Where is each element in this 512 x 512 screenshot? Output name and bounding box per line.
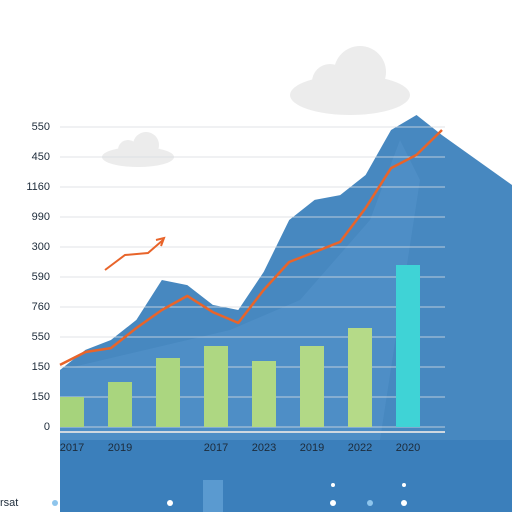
arrow (104, 236, 166, 271)
bar (156, 358, 180, 427)
bar (348, 328, 372, 427)
bar (300, 346, 324, 427)
bottom-band (60, 440, 512, 512)
y-tick-label: 760 (32, 301, 50, 313)
x-tick-label: 2023 (252, 442, 276, 454)
clouds (102, 46, 410, 167)
y-tick-label: 300 (32, 241, 50, 253)
bar (252, 361, 276, 427)
x-tick-label: 2019 (108, 442, 132, 454)
line (59, 129, 443, 367)
y-tick-label: 150 (32, 391, 50, 403)
y-tick-label: 150 (32, 361, 50, 373)
bar (396, 265, 420, 427)
y-tick-label: 590 (32, 271, 50, 283)
area-shade (60, 140, 420, 440)
y-tick-label: 550 (32, 121, 50, 133)
x-tick-label: 2017 (60, 442, 84, 454)
y-tick-label: 1160 (26, 181, 50, 193)
y-tick-label: 990 (32, 211, 50, 223)
block (203, 480, 223, 512)
x-tick-label: 2019 (300, 442, 324, 454)
y-tick-label: 550 (32, 331, 50, 343)
bar (204, 346, 228, 427)
dots (52, 483, 407, 506)
bar (108, 382, 132, 427)
y-tick-label: 0 (44, 421, 50, 433)
footer-text: rsat (0, 497, 18, 509)
x-tick-label: 2022 (348, 442, 372, 454)
y-tick-label: 450 (32, 151, 50, 163)
bar (60, 397, 84, 427)
x-tick-label: 2017 (204, 442, 228, 454)
x-tick-label: 2020 (396, 442, 420, 454)
